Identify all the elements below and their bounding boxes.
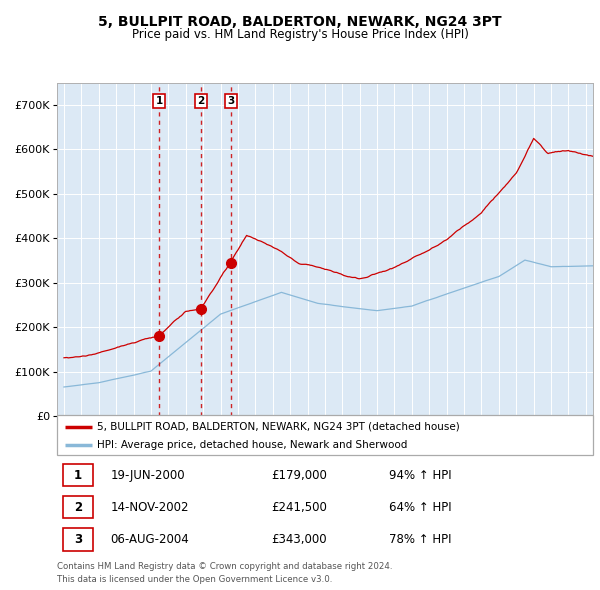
Text: 64% ↑ HPI: 64% ↑ HPI — [389, 501, 452, 514]
Text: £241,500: £241,500 — [271, 501, 327, 514]
Text: 19-JUN-2000: 19-JUN-2000 — [110, 469, 185, 482]
Text: Price paid vs. HM Land Registry's House Price Index (HPI): Price paid vs. HM Land Registry's House … — [131, 28, 469, 41]
Text: 06-AUG-2004: 06-AUG-2004 — [110, 533, 190, 546]
Text: £343,000: £343,000 — [271, 533, 327, 546]
FancyBboxPatch shape — [64, 529, 93, 550]
Text: 5, BULLPIT ROAD, BALDERTON, NEWARK, NG24 3PT: 5, BULLPIT ROAD, BALDERTON, NEWARK, NG24… — [98, 15, 502, 29]
FancyBboxPatch shape — [64, 496, 93, 519]
Text: £179,000: £179,000 — [271, 469, 327, 482]
Text: 14-NOV-2002: 14-NOV-2002 — [110, 501, 189, 514]
Text: 3: 3 — [74, 533, 82, 546]
Text: 2: 2 — [74, 501, 82, 514]
Text: 3: 3 — [227, 96, 235, 106]
Text: 78% ↑ HPI: 78% ↑ HPI — [389, 533, 452, 546]
Text: 5, BULLPIT ROAD, BALDERTON, NEWARK, NG24 3PT (detached house): 5, BULLPIT ROAD, BALDERTON, NEWARK, NG24… — [97, 422, 460, 432]
Text: 2: 2 — [197, 96, 205, 106]
Text: 94% ↑ HPI: 94% ↑ HPI — [389, 469, 452, 482]
Text: 1: 1 — [74, 469, 82, 482]
Text: 1: 1 — [155, 96, 163, 106]
Text: HPI: Average price, detached house, Newark and Sherwood: HPI: Average price, detached house, Newa… — [97, 441, 407, 450]
Text: Contains HM Land Registry data © Crown copyright and database right 2024.
This d: Contains HM Land Registry data © Crown c… — [57, 562, 392, 584]
FancyBboxPatch shape — [64, 464, 93, 486]
FancyBboxPatch shape — [57, 415, 593, 455]
